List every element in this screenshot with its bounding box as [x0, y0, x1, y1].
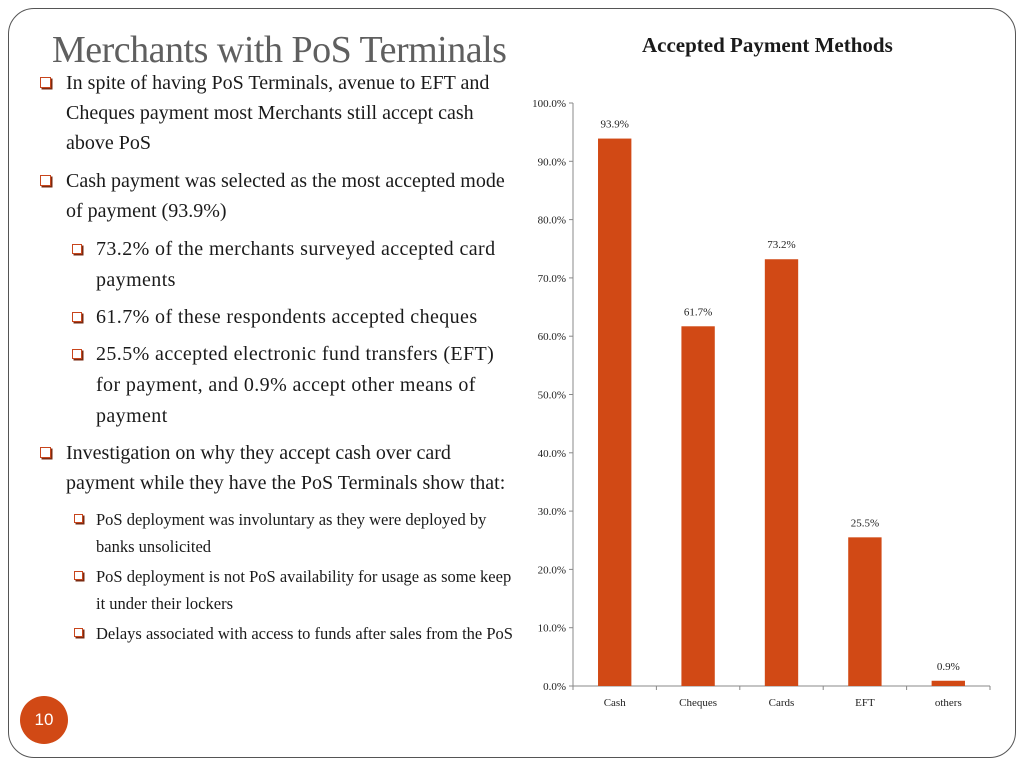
square-bullet-icon — [40, 447, 51, 458]
bar-chart: 0.0% 10.0% 20.0% 30.0% 40.0% 50.0% 60.0% 70.0% 8… — [532, 98, 991, 709]
square-bullet-icon — [40, 77, 51, 88]
bullet-item: Cash payment was selected as the most ac… — [40, 166, 520, 226]
y-tick-label: 90.0% — [538, 156, 566, 168]
y-tick-label: 40.0% — [538, 448, 566, 460]
y-tick-label: 50.0% — [538, 390, 566, 402]
bar-eft — [848, 537, 882, 686]
square-bullet-icon — [40, 175, 51, 186]
bullet-text: 73.2% of the merchants surveyed accepted… — [96, 238, 496, 291]
y-tick-label: 0.0% — [543, 681, 566, 693]
data-label: 61.7% — [684, 306, 712, 318]
chart-title: Accepted Payment Methods — [642, 33, 893, 57]
slide-title: Merchants with PoS Terminals — [52, 29, 507, 71]
bullet-item: Delays associated with access to funds a… — [40, 620, 520, 647]
bullet-text: Investigation on why they accept cash ov… — [66, 442, 506, 494]
bar-cash — [598, 138, 632, 687]
square-bullet-icon — [72, 349, 82, 359]
x-tick-label: EFT — [855, 697, 875, 709]
bullet-text: PoS deployment was involuntary as they w… — [96, 510, 487, 556]
square-bullet-icon — [74, 514, 83, 523]
bullet-item: In spite of having PoS Terminals, avenue… — [40, 68, 520, 158]
y-tick-label: 70.0% — [538, 273, 566, 285]
x-tick-label: others — [935, 697, 962, 709]
y-tick-label: 10.0% — [538, 623, 566, 635]
x-tick-label: Cards — [769, 697, 795, 709]
x-tick-label: Cheques — [679, 697, 717, 709]
bar-cheques — [681, 326, 715, 686]
y-tick-label: 80.0% — [538, 215, 566, 227]
bar-others — [931, 680, 965, 686]
x-tick-label: Cash — [604, 697, 627, 709]
bullet-text: 25.5% accepted electronic fund transfers… — [96, 343, 495, 427]
bullet-text: PoS deployment is not PoS availability f… — [96, 567, 512, 613]
page-number-badge: 10 — [20, 696, 68, 744]
data-label: 93.9% — [600, 119, 628, 131]
bullet-text: Delays associated with access to funds a… — [96, 624, 513, 643]
bullet-item: PoS deployment was involuntary as they w… — [40, 506, 520, 560]
data-label: 73.2% — [767, 239, 795, 251]
square-bullet-icon — [72, 312, 82, 322]
slide-frame — [8, 8, 1016, 758]
bullet-item: 25.5% accepted electronic fund transfers… — [40, 339, 520, 432]
data-label: 25.5% — [851, 517, 879, 529]
bullet-item: 61.7% of these respondents accepted cheq… — [40, 302, 520, 333]
bullet-text: 61.7% of these respondents accepted cheq… — [96, 306, 478, 328]
data-label: 0.9% — [937, 661, 960, 673]
bullet-text: In spite of having PoS Terminals, avenue… — [66, 72, 490, 154]
bullet-item: 73.2% of the merchants surveyed accepted… — [40, 234, 520, 296]
y-tick-label: 60.0% — [538, 331, 566, 343]
bar-cards — [764, 259, 799, 686]
square-bullet-icon — [72, 244, 82, 254]
y-tick-label: 30.0% — [538, 506, 566, 518]
y-tick-label: 20.0% — [538, 564, 566, 576]
square-bullet-icon — [74, 628, 83, 637]
bullet-list: In spite of having PoS Terminals, avenue… — [40, 68, 520, 650]
bullet-text: Cash payment was selected as the most ac… — [66, 170, 505, 222]
square-bullet-icon — [74, 571, 83, 580]
bullet-item: Investigation on why they accept cash ov… — [40, 438, 520, 498]
y-tick-label: 100.0% — [532, 98, 566, 110]
bullet-item: PoS deployment is not PoS availability f… — [40, 563, 520, 617]
